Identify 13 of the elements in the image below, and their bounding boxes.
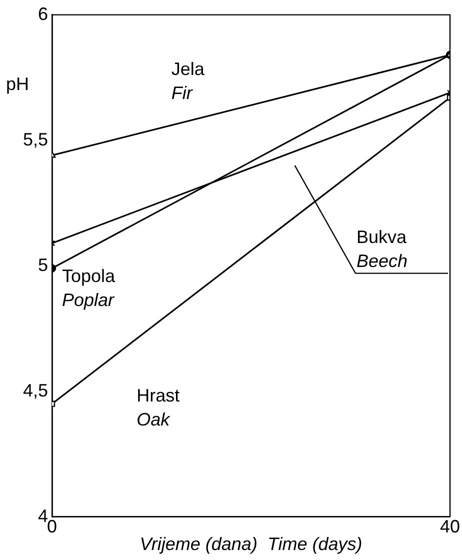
series-label: Topola Poplar (62, 266, 116, 310)
x-axis-title: Vrijeme (dana) Time (days) (140, 534, 362, 554)
y-tick-label: 4,5 (22, 380, 48, 400)
y-tick-label: 5,5 (22, 129, 48, 150)
y-tick-label: 6 (38, 4, 48, 24)
y-tick-label: 5 (38, 254, 48, 275)
text: Hrast Oak (136, 385, 180, 430)
x-tick-label: 0 (46, 516, 58, 537)
text: Bukva Beech (356, 227, 408, 272)
y-tick-label: 4 (38, 506, 48, 526)
x-tick-label: 40 (440, 516, 460, 537)
y-axis-title: pH (6, 74, 30, 94)
series-label: Jela Fir (171, 58, 206, 104)
